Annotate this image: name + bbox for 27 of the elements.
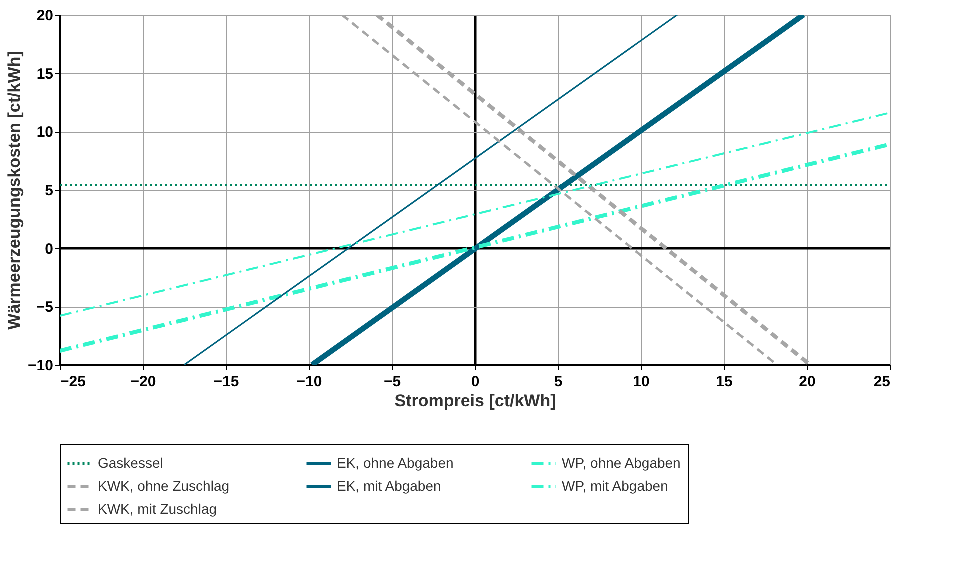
- legend-label: KWK, ohne Zuschlag: [98, 478, 230, 494]
- x-tick-label: −15: [214, 374, 240, 390]
- x-tick-label: −25: [60, 374, 86, 390]
- x-tick-label: 15: [716, 374, 733, 390]
- x-axis-title: Strompreis [ct/kWh]: [394, 392, 556, 410]
- legend-label: Gaskessel: [98, 455, 164, 471]
- x-tick-label: 25: [874, 374, 890, 390]
- x-tick-label: 10: [633, 374, 650, 390]
- x-tick-label: 0: [471, 374, 480, 390]
- legend-label: EK, ohne Abgaben: [337, 455, 454, 471]
- y-tick-label: 15: [36, 66, 54, 83]
- x-tick-label: −5: [384, 374, 402, 390]
- y-tick-label: 10: [36, 124, 54, 142]
- legend-label: EK, mit Abgaben: [337, 478, 442, 494]
- y-tick-label: −10: [28, 358, 54, 374]
- y-tick-label: −5: [36, 299, 54, 316]
- legend-label: KWK, mit Zuschlag: [98, 501, 218, 517]
- y-tick-label: 20: [36, 8, 54, 24]
- x-tick-label: −10: [296, 374, 322, 390]
- legend-label: WP, mit Abgaben: [562, 478, 668, 494]
- legend-label: WP, ohne Abgaben: [562, 455, 681, 471]
- x-tick-label: −20: [130, 374, 156, 390]
- y-axis-title: Wärmeerzeugungskosten [ct/kWh]: [5, 51, 24, 330]
- y-tick-label: 0: [45, 240, 54, 258]
- x-tick-label: 5: [554, 374, 563, 390]
- x-tick-label: 20: [799, 374, 816, 390]
- y-tick-label: 5: [45, 182, 54, 200]
